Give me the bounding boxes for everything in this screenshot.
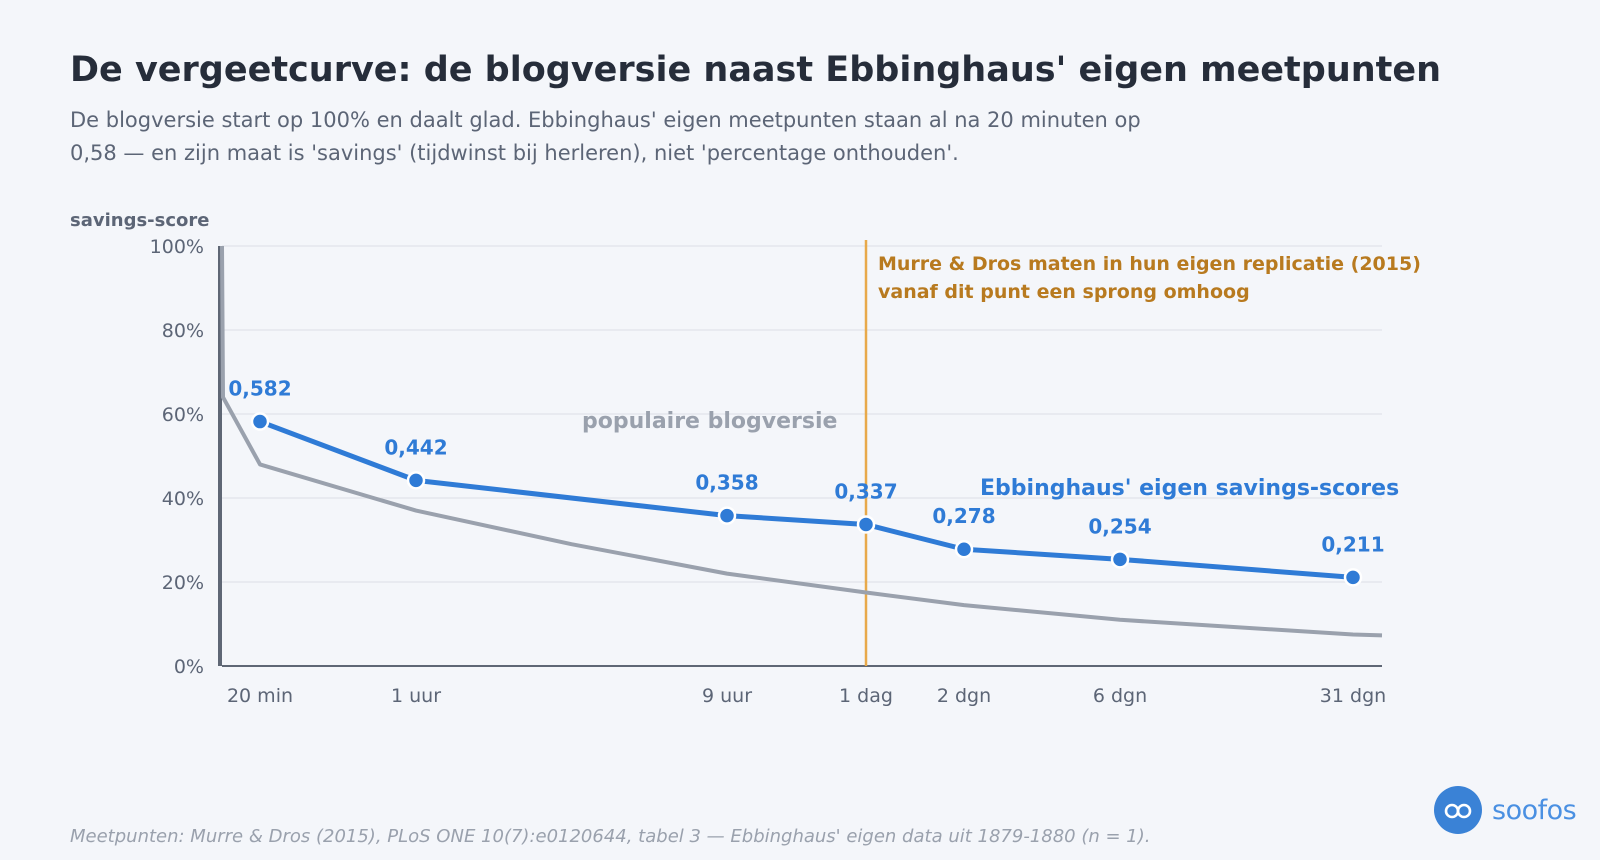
- y-tick-label: 60%: [162, 404, 204, 426]
- y-tick-label: 40%: [162, 488, 204, 510]
- x-tick-label: 2 dgn: [937, 685, 991, 707]
- data-point-ebbinghaus: [250, 412, 270, 431]
- data-point-ebbinghaus: [406, 471, 426, 490]
- subtitle-line-1: De blogversie start op 100% en daalt gla…: [70, 108, 1141, 132]
- y-axis-label: savings-score: [70, 210, 209, 231]
- data-label-ebbinghaus: 0,254: [1088, 514, 1151, 538]
- x-tick-label: 1 dag: [839, 685, 893, 707]
- data-label-ebbinghaus: 0,278: [932, 504, 995, 528]
- annotation-text-line-1: Murre & Dros maten in hun eigen replicat…: [878, 253, 1421, 275]
- data-point-ebbinghaus: [954, 539, 974, 559]
- data-label-ebbinghaus: 0,358: [695, 471, 758, 495]
- y-tick-label: 80%: [162, 320, 204, 342]
- glasses-icon: [1434, 786, 1482, 834]
- data-point-ebbinghaus: [1110, 550, 1130, 569]
- chart-title: De vergeetcurve: de blogversie naast Ebb…: [70, 50, 1442, 90]
- data-point-ebbinghaus: [856, 515, 876, 534]
- data-label-ebbinghaus: 0,582: [228, 377, 291, 401]
- data-point-ebbinghaus: [1343, 568, 1363, 587]
- x-tick-label: 31 dgn: [1320, 685, 1386, 707]
- x-tick-label: 9 uur: [702, 685, 752, 707]
- y-tick-label: 100%: [150, 236, 204, 258]
- x-tick-label: 1 uur: [391, 685, 441, 707]
- annotation-text-line-2: vanaf dit punt een sprong omhoog: [878, 281, 1250, 303]
- source-footnote: Meetpunten: Murre & Dros (2015), PLoS ON…: [70, 826, 1151, 847]
- data-label-ebbinghaus: 0,337: [834, 479, 897, 503]
- logo-text: soofos: [1492, 794, 1577, 826]
- data-label-ebbinghaus: 0,442: [384, 435, 447, 459]
- soofos-logo: soofos: [1434, 785, 1577, 835]
- chart-subtitle: De blogversie start op 100% en daalt gla…: [70, 104, 1330, 170]
- data-point-ebbinghaus: [717, 506, 737, 525]
- x-tick-label: 6 dgn: [1093, 685, 1147, 707]
- y-tick-label: 20%: [162, 572, 204, 594]
- y-tick-label: 0%: [174, 656, 204, 678]
- series-line-blog: [220, 245, 1383, 638]
- x-tick-label: 20 min: [227, 685, 293, 707]
- series-label-ebbinghaus: Ebbinghaus' eigen savings-scores: [980, 476, 1399, 501]
- series-label-blog: populaire blogversie: [582, 409, 837, 434]
- data-label-ebbinghaus: 0,211: [1321, 532, 1384, 556]
- subtitle-line-2: 0,58 — en zijn maat is 'savings' (tijdwi…: [70, 141, 959, 165]
